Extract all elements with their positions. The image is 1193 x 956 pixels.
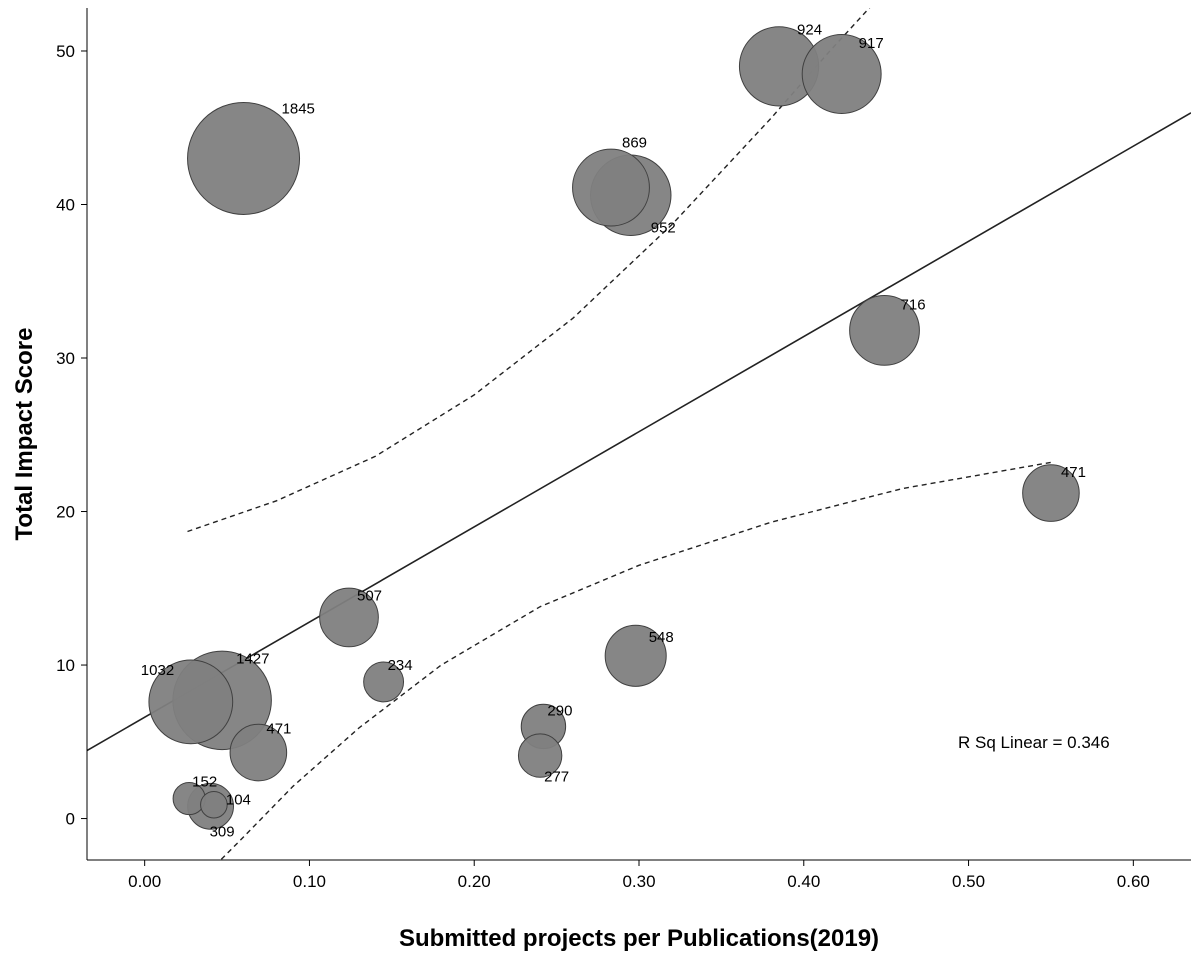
- bubble-point: [319, 587, 379, 648]
- bubble-point: [604, 624, 667, 687]
- linear-fit-line: [87, 112, 1191, 752]
- bubble-point: [229, 723, 288, 782]
- bubble-point: [517, 733, 563, 778]
- point-label: 924: [797, 21, 822, 38]
- point-label: 290: [547, 702, 572, 719]
- bubble-point: [148, 659, 234, 745]
- x-tick-label: 0.60: [1117, 872, 1150, 891]
- confidence-band-lower: [219, 461, 1052, 860]
- ticks-layer: 0.00 0.10 0.20 0.30 0.40 0.50 0.60 0 10 20 30 40 50: [56, 42, 1150, 891]
- point-label: 507: [357, 587, 382, 604]
- x-tick-label: 0.30: [622, 872, 655, 891]
- point-label: 1427: [236, 650, 269, 667]
- y-tick-label: 50: [56, 42, 75, 61]
- point-label: 309: [210, 823, 235, 840]
- y-axis-title: Total Impact Score: [11, 328, 38, 541]
- x-tick-label: 0.20: [458, 872, 491, 891]
- point-label: 234: [388, 657, 413, 674]
- point-label: 277: [544, 769, 569, 786]
- bubble-point: [363, 661, 405, 703]
- point-label: 104: [226, 792, 251, 809]
- r-squared-annotation: R Sq Linear = 0.346: [958, 733, 1110, 752]
- x-tick-label: 0.50: [952, 872, 985, 891]
- point-labels-layer: 1845 1032 1427 471 152 309 104 507 234 290 277 548 8…: [141, 21, 1086, 840]
- bubble-point: [849, 294, 920, 366]
- y-tick-label: 10: [56, 656, 75, 675]
- point-label: 917: [859, 35, 884, 52]
- point-label: 548: [649, 629, 674, 646]
- y-tick-label: 30: [56, 349, 75, 368]
- point-label: 152: [192, 774, 217, 791]
- bubble-point: [1022, 464, 1080, 522]
- confidence-band-upper: [187, 8, 871, 533]
- point-label: 1845: [282, 100, 315, 117]
- x-tick-label: 0.40: [787, 872, 820, 891]
- y-tick-label: 40: [56, 195, 75, 214]
- point-label: 716: [901, 296, 926, 313]
- bubble-point: [200, 790, 228, 819]
- x-axis-title: Submitted projects per Publications(2019…: [399, 925, 879, 952]
- point-label: 869: [622, 135, 647, 152]
- points-layer: [148, 26, 1080, 830]
- bubble-point: [187, 101, 301, 215]
- y-tick-label: 20: [56, 503, 75, 522]
- point-label: 952: [651, 219, 676, 236]
- x-tick-label: 0.00: [128, 872, 161, 891]
- bubble-point: [801, 34, 882, 114]
- point-label: 471: [1061, 464, 1086, 481]
- y-tick-label: 0: [66, 810, 75, 829]
- x-tick-label: 0.10: [293, 872, 326, 891]
- bubble-point: [572, 148, 650, 227]
- fit-line-layer: [87, 8, 1191, 860]
- point-label: 471: [266, 721, 291, 738]
- point-label: 1032: [141, 662, 174, 679]
